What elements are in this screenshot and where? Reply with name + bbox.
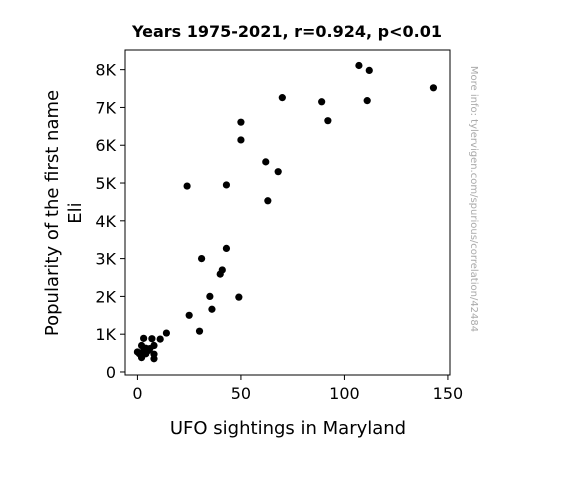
- y-axis-label-line-1: Popularity of the first name: [42, 90, 63, 336]
- y-tick-label: 8K: [95, 61, 116, 80]
- plot-frame: [124, 49, 451, 376]
- x-tick-label: 0: [132, 384, 142, 403]
- data-points: [133, 61, 438, 363]
- y-tick-label: 1K: [95, 325, 116, 344]
- data-point: [150, 355, 158, 363]
- data-point: [218, 266, 226, 274]
- y-tick-label: 4K: [95, 212, 116, 231]
- y-tick-label: 0: [106, 363, 116, 382]
- y-tick-label: 6K: [95, 136, 116, 155]
- data-point: [365, 66, 373, 75]
- data-point: [208, 305, 216, 313]
- x-axis-label: UFO sightings in Maryland: [170, 418, 406, 439]
- data-point: [185, 311, 193, 319]
- source-note: More info: tylervigen.com/spurious/corre…: [468, 66, 479, 332]
- data-point: [183, 182, 191, 190]
- y-axis-label-line-2: Eli: [65, 202, 86, 223]
- y-tick-label: 3K: [95, 250, 116, 269]
- data-point: [262, 158, 270, 166]
- data-point: [324, 117, 332, 125]
- data-point: [195, 327, 204, 335]
- data-point: [140, 334, 148, 342]
- data-point: [235, 293, 243, 301]
- data-point: [148, 335, 156, 343]
- data-point: [150, 341, 158, 350]
- data-point: [162, 329, 171, 337]
- data-point: [355, 61, 363, 70]
- data-point: [156, 335, 164, 343]
- data-point: [237, 136, 245, 144]
- data-point: [206, 292, 214, 300]
- data-point: [222, 181, 231, 189]
- y-tick-label: 7K: [95, 98, 116, 117]
- axes: 0 50 100 150 0 1K 2K 3K 4K 5K 6K 7K 8K: [95, 49, 464, 403]
- x-tick-label: 50: [231, 384, 251, 403]
- data-point: [278, 94, 286, 102]
- data-point: [274, 168, 282, 176]
- x-tick-label: 100: [329, 384, 360, 403]
- chart-title: Years 1975-2021, r=0.924, p<0.01: [131, 22, 442, 41]
- data-point: [197, 255, 206, 263]
- data-point: [264, 197, 272, 205]
- data-point: [429, 84, 438, 92]
- x-tick-label: 150: [433, 384, 464, 403]
- data-point: [318, 98, 326, 106]
- y-tick-label: 5K: [95, 174, 116, 193]
- data-point: [222, 244, 231, 253]
- data-point: [237, 118, 245, 126]
- data-point: [363, 97, 371, 105]
- y-tick-label: 2K: [95, 287, 116, 306]
